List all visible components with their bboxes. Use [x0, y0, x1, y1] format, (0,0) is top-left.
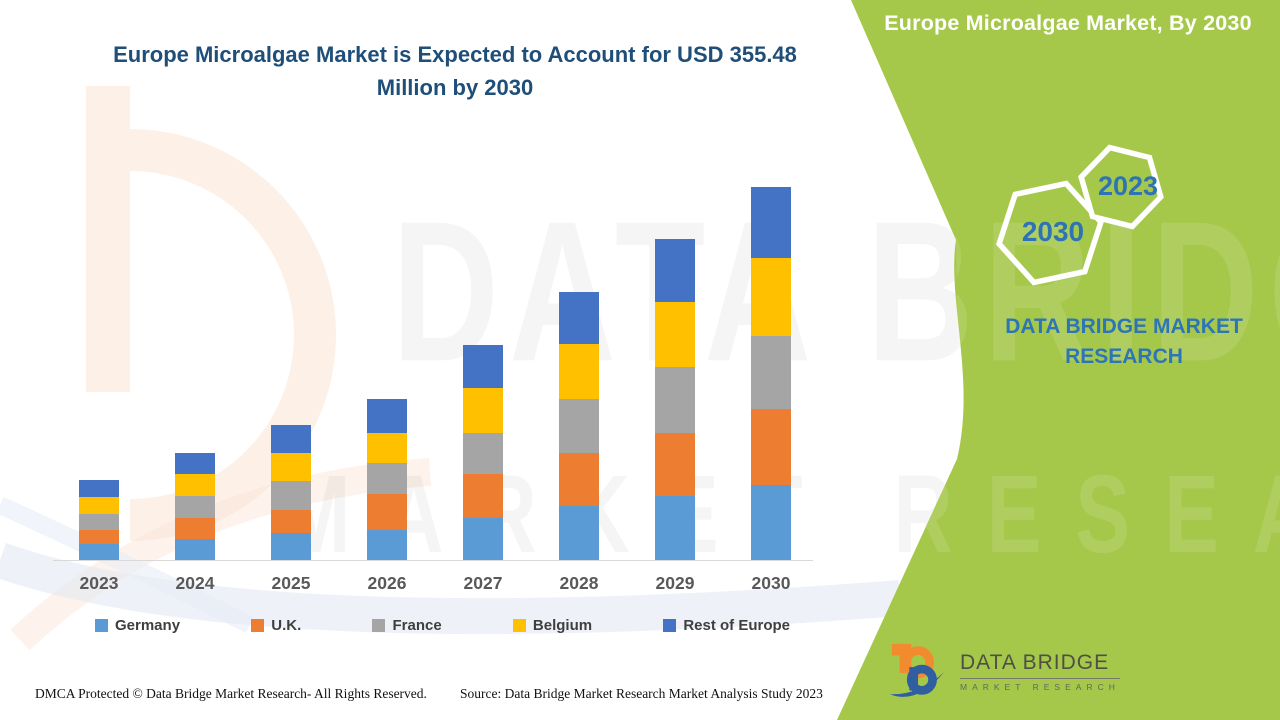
bar-segment-2028-belgium — [559, 343, 599, 399]
bar-segment-2024-belgium — [175, 473, 215, 496]
bar-segment-2029-france — [655, 366, 695, 433]
bar-segment-2023-uk — [79, 529, 119, 544]
legend-label: Germany — [115, 617, 181, 634]
bar-segment-2024-france — [175, 495, 215, 519]
bar-segment-2030-uk — [751, 408, 791, 485]
panel-title: Europe Microalgae Market, By 2030 — [884, 11, 1252, 35]
bar-segment-2023-germany — [79, 543, 119, 560]
legend-item-france: France — [372, 617, 442, 634]
bar-segment-2027-france — [463, 433, 503, 475]
chart-title: Europe Microalgae Market is Expected to … — [113, 42, 797, 100]
bar-segment-2025-restofeurope — [271, 425, 311, 454]
bar-segment-2027-uk — [463, 474, 503, 519]
legend-swatch — [512, 619, 526, 632]
bar-segment-2026-germany — [367, 529, 407, 560]
x-axis-label-2023: 2023 — [79, 573, 119, 593]
brand-text: DATA BRIDGE MARKET RESEARCH — [1005, 315, 1243, 368]
legend-item-uk: U.K. — [251, 617, 301, 634]
x-axis-label-2030: 2030 — [751, 573, 791, 593]
bar-segment-2026-belgium — [367, 433, 407, 464]
logo-wordmark: DATA BRIDGE — [960, 651, 1120, 679]
hexagon-label-2030: 2030 — [1021, 216, 1085, 247]
bar-segment-2026-uk — [367, 494, 407, 530]
x-axis-label-2029: 2029 — [655, 573, 695, 593]
hexagon-2030 — [996, 180, 1104, 286]
bar-segment-2030-restofeurope — [751, 187, 791, 258]
bar-segment-2027-belgium — [463, 388, 503, 434]
bar-segment-2030-germany — [751, 484, 791, 560]
legend-swatch — [663, 619, 677, 632]
bar-segment-2028-uk — [559, 452, 599, 506]
bar-segment-2025-france — [271, 481, 311, 511]
data-bridge-logo-icon — [889, 643, 945, 697]
bar-segment-2029-belgium — [655, 301, 695, 367]
x-axis-line — [53, 560, 813, 561]
bar-segment-2030-france — [751, 335, 791, 409]
legend-label: France — [392, 617, 442, 634]
hexagon-2023 — [1078, 144, 1164, 230]
legend-label: Belgium — [532, 617, 593, 634]
legend-item-restofeurope: Rest of Europe — [663, 617, 790, 634]
x-axis-label-2026: 2026 — [367, 573, 407, 593]
bar-segment-2026-restofeurope — [367, 399, 407, 434]
bar-segment-2028-germany — [559, 505, 599, 560]
data-bridge-logo: DATA BRIDGE MARKET RESEARCH — [888, 640, 1120, 702]
bar-segment-2023-restofeurope — [79, 479, 119, 497]
bar-segment-2029-germany — [655, 495, 695, 560]
bar-segment-2029-restofeurope — [655, 239, 695, 302]
legend-swatch — [251, 619, 265, 632]
x-axis-label-2025: 2025 — [271, 573, 311, 593]
bar-segment-2025-uk — [271, 510, 311, 534]
bar-segment-2028-france — [559, 398, 599, 453]
bar-segment-2028-restofeurope — [559, 291, 599, 344]
x-axis-label-2027: 2027 — [463, 573, 503, 593]
bar-segment-2026-france — [367, 463, 407, 494]
bar-segment-2024-germany — [175, 539, 215, 560]
bar-segment-2030-belgium — [751, 257, 791, 336]
footer-source-text: Source: Data Bridge Market Research Mark… — [460, 686, 823, 701]
legend-swatch — [372, 619, 386, 632]
logo-subtitle: MARKET RESEARCH — [960, 681, 1120, 692]
legend-item-belgium: Belgium — [512, 617, 593, 634]
legend-swatch — [95, 619, 108, 632]
x-axis-label-2028: 2028 — [559, 573, 599, 593]
bar-segment-2029-uk — [655, 432, 695, 496]
footer-dmca-text: DMCA Protected © Data Bridge Market Rese… — [35, 686, 427, 701]
bar-segment-2024-uk — [175, 518, 215, 539]
hexagon-label-2023: 2023 — [1097, 171, 1159, 201]
legend-label: U.K. — [271, 617, 302, 634]
bar-segment-2025-belgium — [271, 453, 311, 482]
bar-segment-2025-germany — [271, 533, 311, 560]
chart-legend: Germany U.K. France Belgium Rest of Europe — [95, 617, 790, 634]
bar-segment-2023-belgium — [79, 496, 119, 514]
bar-segment-2027-restofeurope — [463, 345, 503, 389]
bar-segment-2027-germany — [463, 518, 503, 560]
bar-segment-2024-restofeurope — [175, 452, 215, 474]
x-axis-label-2024: 2024 — [175, 573, 215, 593]
legend-label: Rest of Europe — [683, 617, 790, 634]
bar-segment-2023-france — [79, 513, 119, 530]
legend-item-germany: Germany — [95, 617, 180, 634]
